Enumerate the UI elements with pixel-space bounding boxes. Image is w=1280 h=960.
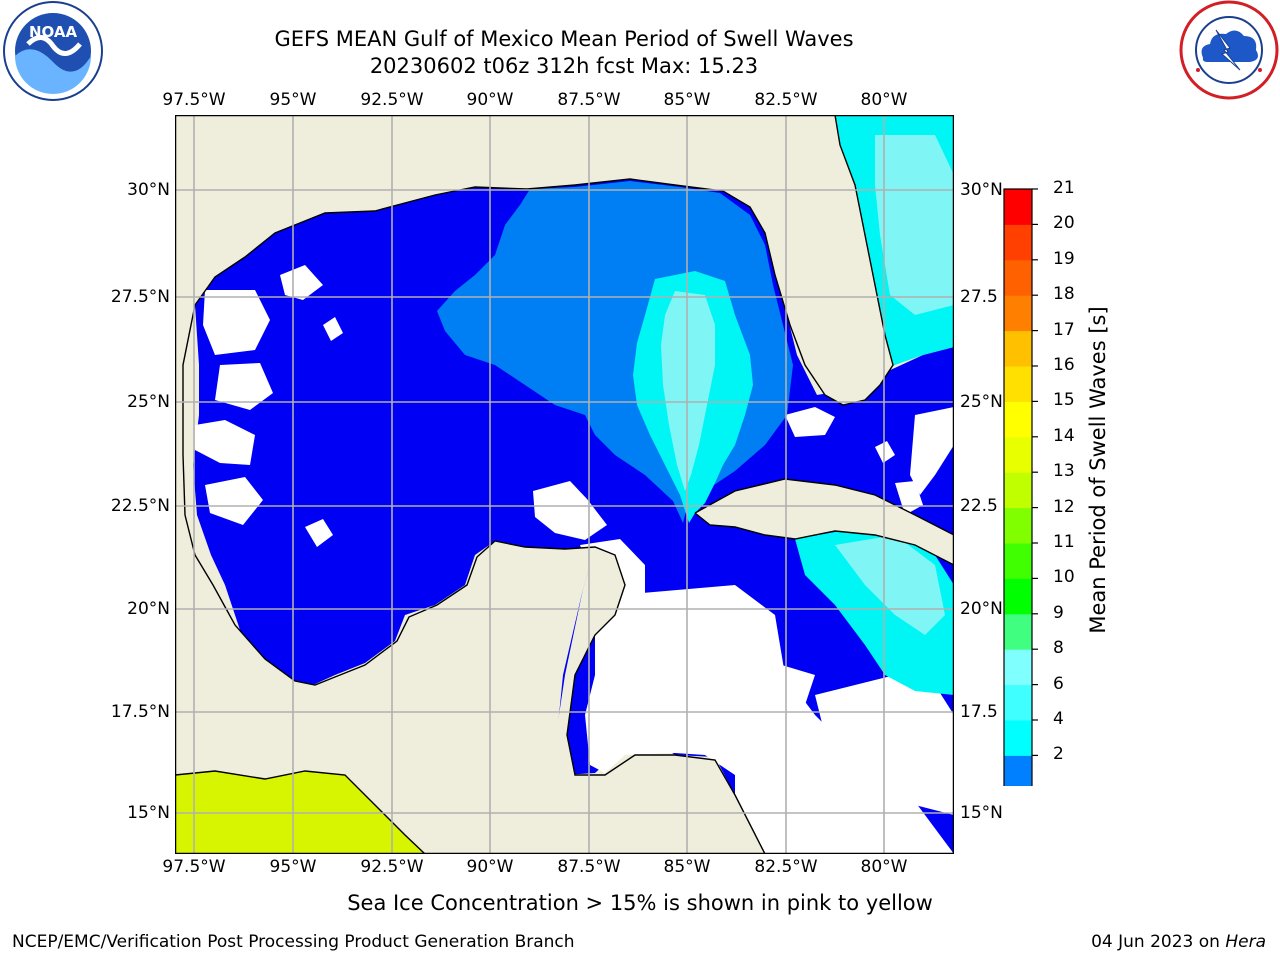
lon-label-bottom-1: 97.5°W xyxy=(162,857,226,877)
colorbar-segment xyxy=(1004,720,1032,756)
colorbar-tick-label: 12 xyxy=(1053,496,1075,517)
lat-label-right-1: 30°N xyxy=(960,180,1003,200)
colorbar-tick-label: 19 xyxy=(1053,248,1075,269)
lon-label-top-8: 80°W xyxy=(860,90,908,110)
colorbar-tick-label: 18 xyxy=(1053,284,1075,305)
lat-label-right-5: 20°N xyxy=(960,599,1003,619)
map-title: GEFS MEAN Gulf of Mexico Mean Period of … xyxy=(274,27,854,51)
colorbar-segment xyxy=(1004,436,1032,473)
colorbar-tick-label: 21 xyxy=(1053,178,1075,198)
colorbar-tick-label: 11 xyxy=(1053,532,1075,552)
lon-label-bottom-7: 82.5°W xyxy=(754,857,818,877)
gulf-of-mexico-map xyxy=(175,115,954,854)
colorbar-tick-label: 8 xyxy=(1053,638,1064,659)
lat-label-right-6: 17.5 xyxy=(960,702,998,722)
credit-organization: NCEP/EMC/Verification Post Processing Pr… xyxy=(12,932,575,952)
colorbar-segment xyxy=(1004,401,1032,438)
colorbar-segment xyxy=(1004,295,1032,332)
credit-machine: Hera xyxy=(1225,932,1266,952)
colorbar-segment xyxy=(1004,472,1032,509)
map-frame xyxy=(175,115,954,854)
colorbar-segment xyxy=(1004,613,1032,650)
colorbar-tick-label: 4 xyxy=(1053,709,1064,729)
light-cyan-core xyxy=(661,291,715,491)
lon-label-top-7: 82.5°W xyxy=(754,90,818,110)
noaa-logo-text: NOAA xyxy=(29,23,78,41)
colorbar-frame xyxy=(1003,188,1033,786)
colorbar-tick-label: 6 xyxy=(1053,673,1064,694)
lon-label-top-4: 90°W xyxy=(466,90,514,110)
lat-label-left-6: 17.5°N xyxy=(110,702,170,722)
colorbar xyxy=(1003,188,1038,786)
colorbar-segment xyxy=(1004,330,1032,367)
colorbar-segment xyxy=(1004,366,1032,402)
colorbar-segment xyxy=(1004,543,1032,579)
colorbar-tick-label: 17 xyxy=(1053,319,1075,340)
nws-logo xyxy=(1179,0,1279,100)
colorbar-segment xyxy=(1004,259,1032,296)
colorbar-tick-label: 9 xyxy=(1053,602,1064,623)
coastlines xyxy=(175,115,954,854)
colorbar-segment xyxy=(1004,507,1032,544)
colorbar-segment xyxy=(1004,684,1032,721)
lon-label-top-6: 85°W xyxy=(663,90,711,110)
lat-label-left-2: 27.5°N xyxy=(110,287,170,307)
sea-ice-footnote: Sea Ice Concentration > 15% is shown in … xyxy=(347,891,933,915)
colorbar-tick-label: 13 xyxy=(1053,461,1075,482)
colorbar-segment xyxy=(1004,755,1032,786)
caribbean-light-cyan-field xyxy=(835,535,945,635)
colorbar-tick-label: 16 xyxy=(1053,355,1075,375)
lat-label-left-5: 20°N xyxy=(127,599,170,619)
colorbar-tick-label: 2 xyxy=(1053,744,1064,765)
colorbar-label: Mean Period of Swell Waves [s] xyxy=(1086,306,1110,634)
colorbar-segment xyxy=(1004,224,1032,261)
lon-label-top-5: 87.5°W xyxy=(557,90,621,110)
lon-label-bottom-3: 92.5°W xyxy=(360,857,424,877)
lon-label-bottom-5: 87.5°W xyxy=(557,857,621,877)
colorbar-segment xyxy=(1004,189,1032,225)
lat-label-left-1: 30°N xyxy=(127,180,170,200)
noaa-logo: NOAA xyxy=(3,1,103,101)
credit-date-text: 04 Jun 2023 on xyxy=(1091,932,1226,952)
colorbar-tick-label: 14 xyxy=(1053,425,1075,446)
lat-label-right-4: 22.5 xyxy=(960,496,998,516)
lon-label-top-2: 95°W xyxy=(269,90,317,110)
lon-label-bottom-2: 95°W xyxy=(269,857,317,877)
lat-label-left-3: 25°N xyxy=(127,392,170,412)
credit-date: 04 Jun 2023 on Hera xyxy=(1091,932,1266,952)
lat-label-right-7: 15°N xyxy=(960,803,1003,823)
colorbar-segment xyxy=(1004,649,1032,686)
lat-label-left-4: 22.5°N xyxy=(110,496,170,516)
lon-label-bottom-6: 85°W xyxy=(663,857,711,877)
lon-label-top-1: 97.5°W xyxy=(162,90,226,110)
no-data-patches xyxy=(195,265,954,854)
lat-label-right-2: 27.5 xyxy=(960,287,998,307)
lon-label-bottom-8: 80°W xyxy=(860,857,908,877)
colorbar-tick-label: 20 xyxy=(1053,213,1075,234)
atlantic-light-cyan-field xyxy=(875,135,954,315)
lon-label-top-3: 92.5°W xyxy=(360,90,424,110)
colorbar-tick-label: 15 xyxy=(1053,390,1075,411)
lat-label-right-3: 25°N xyxy=(960,392,1003,412)
colorbar-tick-label: 10 xyxy=(1053,567,1075,588)
map-subtitle: 20230602 t06z 312h fcst Max: 15.23 xyxy=(369,54,759,78)
gridlines xyxy=(175,115,954,854)
lat-label-left-7: 15°N xyxy=(127,803,170,823)
lon-label-bottom-4: 90°W xyxy=(466,857,514,877)
colorbar-segment xyxy=(1004,578,1032,615)
